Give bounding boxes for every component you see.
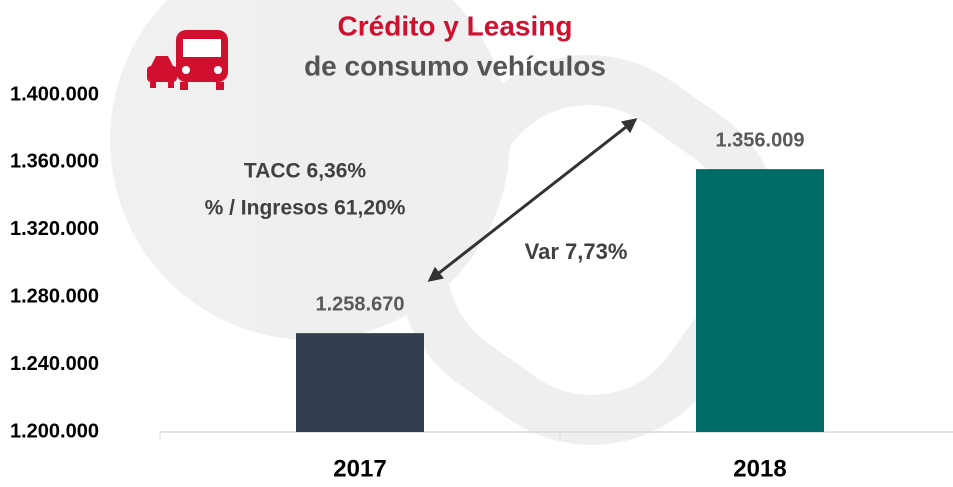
y-tick-label: 1.240.000 (10, 353, 99, 375)
annotation: % / Ingresos 61,20% (205, 197, 406, 220)
bar (696, 169, 824, 432)
bar (296, 333, 424, 432)
x-tick-label: 2018 (733, 455, 786, 482)
value-label: 1.356.009 (716, 129, 805, 151)
annotation: Var 7,73% (525, 239, 628, 264)
value-label: 1.258.670 (316, 293, 405, 315)
y-tick-label: 1.320.000 (10, 218, 99, 240)
x-tick-label: 2017 (333, 455, 386, 482)
chart: Crédito y Leasing de consumo vehículos T… (0, 0, 953, 487)
y-tick-label: 1.360.000 (10, 151, 99, 173)
y-tick-label: 1.200.000 (10, 420, 99, 442)
y-tick-label: 1.280.000 (10, 285, 99, 307)
annotation: TACC 6,36% (244, 160, 366, 183)
chart-title: Crédito y Leasing (338, 10, 573, 41)
chart-subtitle: de consumo vehículos (304, 50, 606, 81)
y-tick-label: 1.400.000 (10, 83, 99, 105)
